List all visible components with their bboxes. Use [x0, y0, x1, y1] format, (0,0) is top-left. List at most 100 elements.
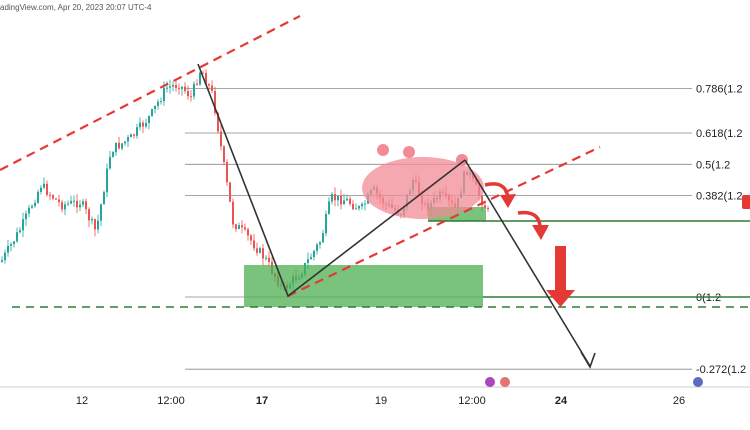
candle-body	[13, 241, 15, 245]
candle-body	[331, 194, 333, 202]
candle-body	[1, 260, 3, 262]
fib-label: -0.272(1.2	[696, 364, 746, 376]
candle-body	[46, 183, 48, 195]
fib-label: 0.5(1.2	[696, 159, 730, 171]
candle-body	[253, 240, 255, 249]
down-arrow-head	[546, 290, 575, 307]
candle-body	[136, 127, 138, 136]
candle-body	[193, 83, 195, 97]
zones-layer	[12, 144, 750, 308]
candle-body	[310, 257, 312, 260]
candle-body	[40, 187, 42, 192]
x-tick-label: 12:00	[458, 395, 486, 407]
candle-body	[319, 242, 321, 245]
x-tick-label: 12	[76, 395, 88, 407]
candle-body	[214, 90, 216, 113]
drawings-layer	[0, 15, 750, 369]
candle-body	[229, 182, 231, 202]
candle-body	[103, 192, 105, 205]
shoulder-dot	[456, 154, 468, 166]
candle-body	[334, 194, 336, 201]
candle-body	[91, 219, 93, 221]
candle-body	[88, 209, 90, 221]
lightning-icon	[485, 377, 495, 387]
candle-body	[352, 203, 354, 210]
candle-body	[238, 225, 240, 230]
candle-body	[313, 250, 315, 258]
candle-body	[355, 208, 357, 210]
candle-body	[115, 142, 117, 153]
watermark-text: adingView.com, Apr 20, 2023 20:07 UTC-4	[0, 3, 152, 12]
candle-body	[133, 134, 135, 136]
candle-body	[67, 203, 69, 205]
candle-body	[160, 101, 162, 103]
candle-body	[235, 224, 237, 230]
candle-body	[145, 122, 147, 127]
candle-body	[43, 183, 45, 188]
projection-arrowhead	[580, 351, 596, 369]
candle-body	[70, 200, 72, 204]
candle-body	[7, 245, 9, 253]
candle-body	[349, 198, 351, 204]
candle-body	[16, 232, 18, 242]
candle-body	[10, 244, 12, 246]
candle-body	[169, 86, 171, 88]
candle-body	[121, 143, 123, 149]
candle-body	[109, 157, 111, 169]
candle-body	[316, 244, 318, 251]
zigzag-path	[197, 63, 466, 298]
candle-body	[64, 204, 66, 210]
candle-body	[106, 168, 108, 193]
candle-body	[208, 84, 210, 86]
candle-body	[358, 206, 360, 209]
candle-body	[142, 122, 144, 127]
candle-body	[172, 85, 174, 87]
time-axis: 12 12:00 17 19 12:00 24 26	[0, 377, 750, 407]
candle-body	[25, 213, 27, 220]
candle-body	[262, 248, 264, 259]
x-tick-label: 12:00	[157, 395, 185, 407]
candle-body	[265, 257, 267, 259]
candle-body	[259, 248, 261, 253]
candle-body	[181, 86, 183, 89]
candle-body	[250, 235, 252, 241]
head-shoulders-ellipse	[362, 157, 484, 219]
candle-body	[223, 146, 225, 163]
candle-body	[202, 72, 204, 74]
candle-body	[226, 162, 228, 183]
x-tick-label: 19	[375, 395, 387, 407]
candle-body	[481, 195, 483, 206]
candle-body	[244, 227, 246, 230]
fib-label: 0(1.2	[696, 292, 721, 304]
candle-body	[34, 202, 36, 207]
candle-body	[85, 201, 87, 210]
candle-body	[100, 204, 102, 221]
candle-body	[328, 201, 330, 215]
down-arrow-shaft	[555, 246, 566, 290]
candle-body	[184, 86, 186, 92]
head-dot	[403, 146, 415, 158]
candle-body	[364, 203, 366, 205]
x-tick-label: 26	[673, 395, 685, 407]
candle-body	[196, 83, 198, 85]
candle-body	[151, 109, 153, 116]
candle-body	[256, 248, 258, 253]
curved-arrow-head	[500, 194, 516, 208]
candle-body	[58, 199, 60, 203]
candle-body	[112, 152, 114, 158]
candle-body	[307, 259, 309, 264]
candle-body	[4, 252, 6, 261]
candle-body	[220, 131, 222, 147]
candle-body	[154, 105, 156, 110]
flag-icon	[500, 377, 510, 387]
curved-arrow-head	[532, 225, 549, 240]
candle-body	[31, 206, 33, 208]
candle-body	[361, 203, 363, 207]
us-flag-icon	[693, 377, 703, 387]
candle-body	[199, 72, 201, 85]
candle-body	[247, 229, 249, 236]
candle-body	[217, 112, 219, 132]
fib-label: 0.786(1.2	[696, 83, 742, 95]
candle-body	[268, 257, 270, 262]
